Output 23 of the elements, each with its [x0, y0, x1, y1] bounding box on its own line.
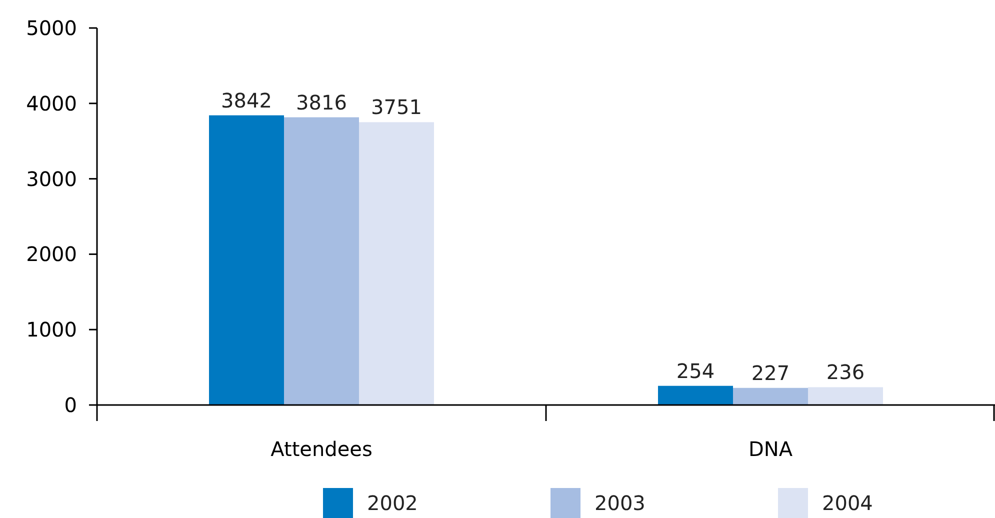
y-tick-label: 3000 [26, 166, 77, 191]
x-tick-label: DNA [748, 437, 793, 461]
bar [658, 386, 733, 405]
data-label: 3842 [221, 88, 272, 112]
y-tick-label: 4000 [26, 91, 77, 116]
legend-label: 2002 [367, 491, 418, 515]
legend-label: 2003 [594, 491, 646, 515]
bar [284, 117, 359, 405]
bar [359, 122, 434, 405]
x-tick-label: Attendees [270, 437, 372, 461]
data-label: 3816 [296, 90, 347, 114]
legend-label: 2004 [822, 491, 873, 515]
data-label: 236 [826, 360, 865, 384]
data-label: 227 [751, 360, 790, 385]
data-label: 254 [676, 358, 715, 383]
y-tick-label: 0 [64, 393, 77, 417]
data-label: 3751 [371, 95, 422, 120]
y-tick-label: 1000 [26, 318, 77, 342]
bar [808, 387, 883, 405]
bar [733, 388, 808, 405]
bar [209, 115, 284, 405]
y-tick-label: 2000 [26, 242, 77, 266]
y-tick-label: 5000 [26, 16, 77, 40]
